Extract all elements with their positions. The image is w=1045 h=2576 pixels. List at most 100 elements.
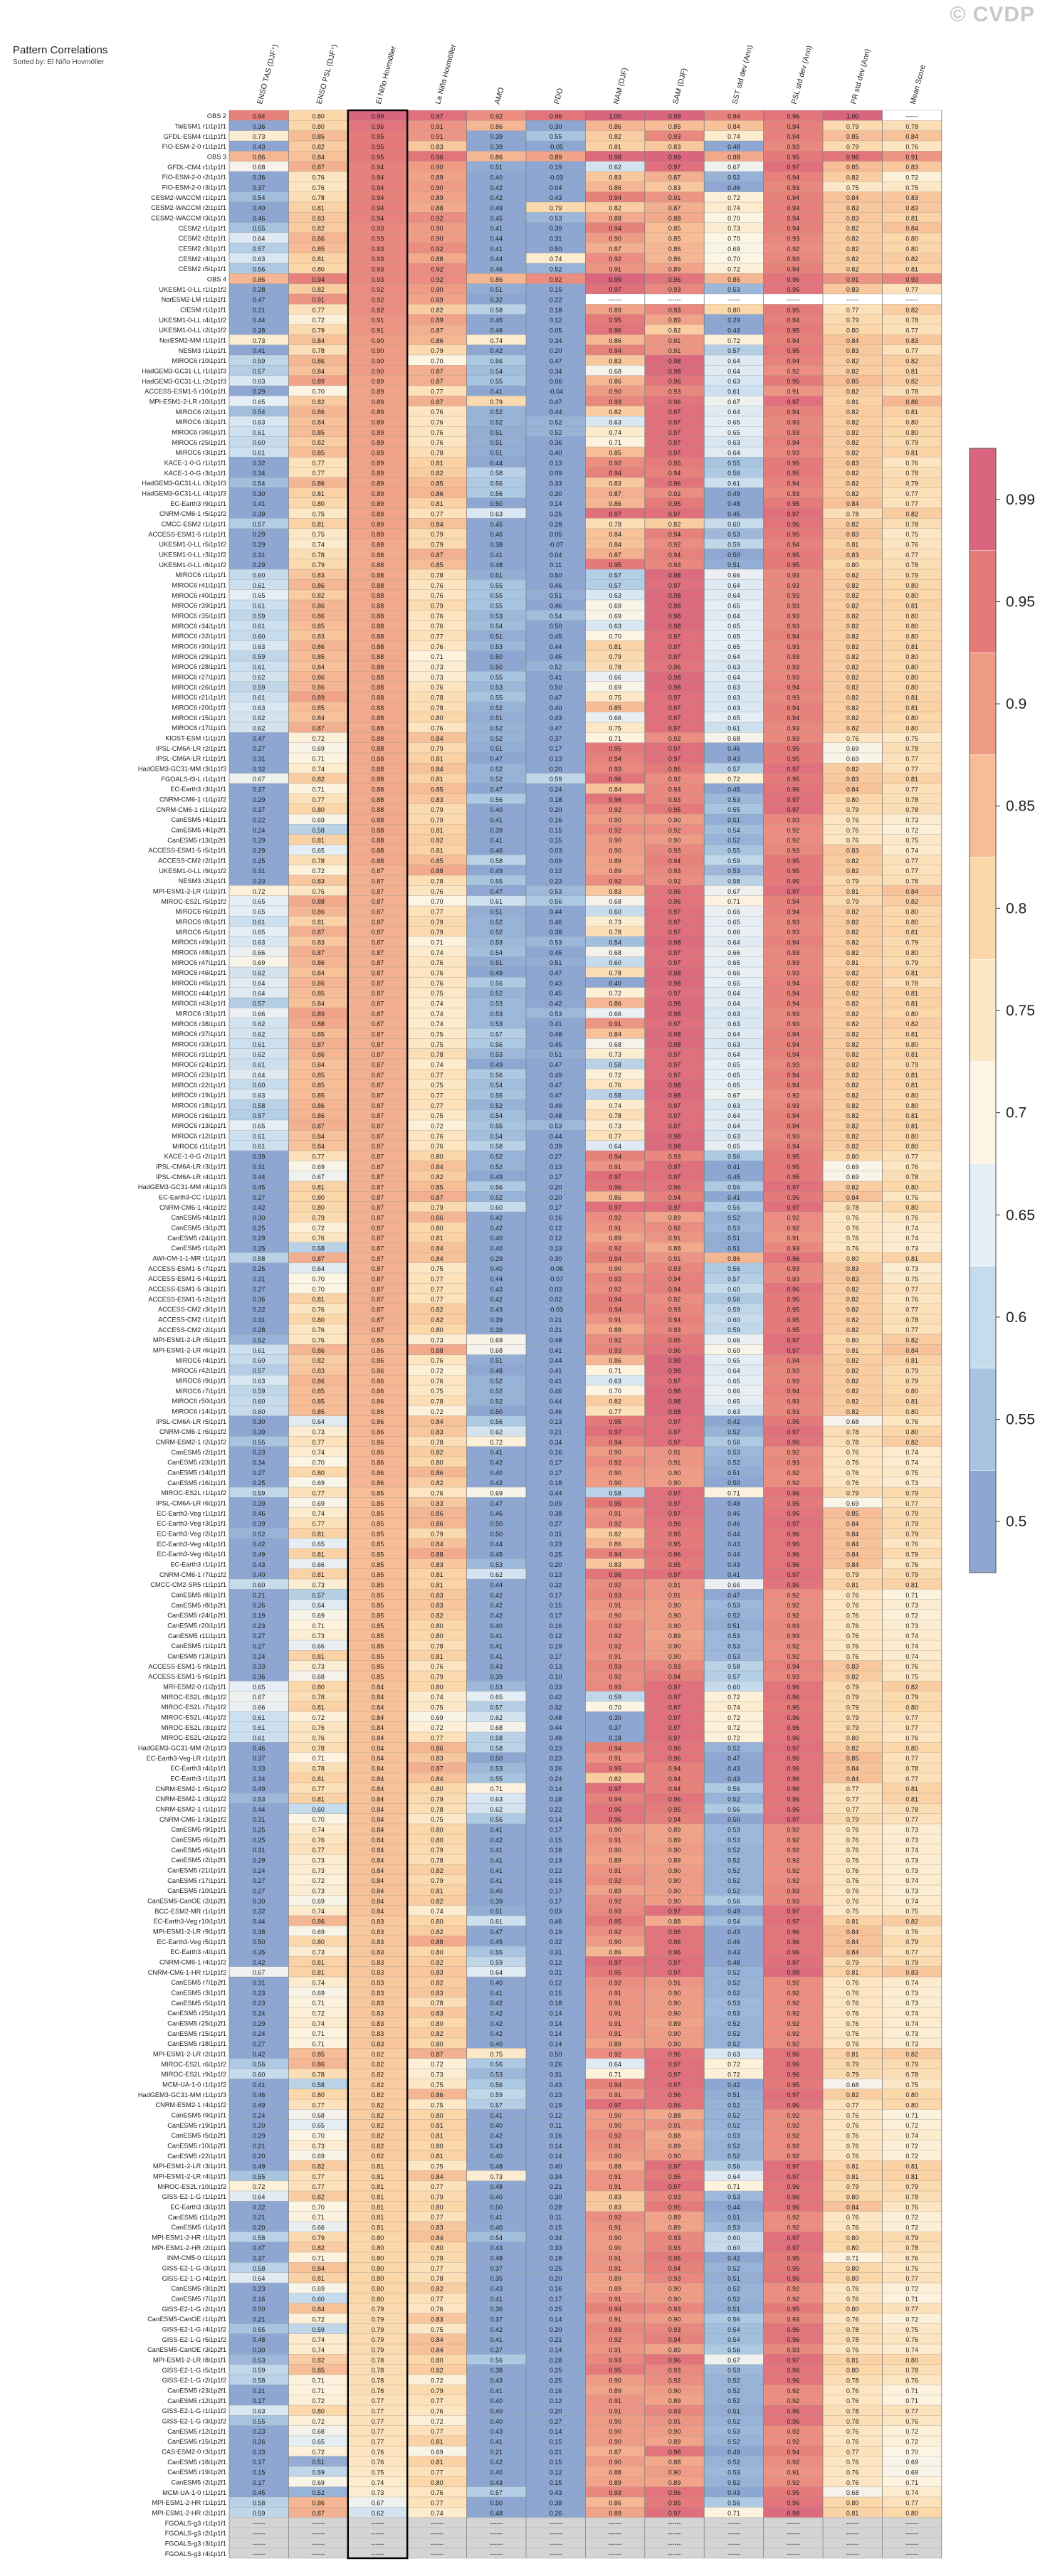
cell-value: 0.45 xyxy=(490,215,503,222)
cell-value: 0.69 xyxy=(312,1612,325,1619)
heatmap-cell xyxy=(763,518,823,529)
row-label: HadGEM3-GC31-LL r2i1p1f3 xyxy=(142,378,226,385)
cell-value: 0.38 xyxy=(550,929,562,936)
cell-value: 0.90 xyxy=(668,1990,681,1997)
cell-value: 0.59 xyxy=(253,1388,266,1395)
cell-value: 0.76 xyxy=(431,592,443,599)
cell-value: 0.82 xyxy=(846,174,859,181)
cell-value: 0.78 xyxy=(609,663,621,670)
cell-value: 0.75 xyxy=(312,531,325,538)
cell-value: 0.84 xyxy=(905,1347,918,1354)
heatmap-cell xyxy=(823,365,883,376)
cell-value: 0.91 xyxy=(609,1867,621,1874)
heatmap-cell xyxy=(585,375,645,386)
heatmap-cell xyxy=(763,447,823,458)
heatmap-cell xyxy=(288,559,348,570)
cell-value: 0.81 xyxy=(846,1969,859,1976)
cell-value: 0.15 xyxy=(550,1602,562,1609)
row-label: ACCESS-ESM1-5 r4i1p1f1 xyxy=(148,1275,226,1282)
row-label: CNRM-CM6-1 r1i1p1f2 xyxy=(159,796,226,803)
cell-value: 0.90 xyxy=(609,1479,621,1487)
row-label: EC-Earth3-Veg r4i1p1f1 xyxy=(157,1541,226,1548)
cell-value: 0.90 xyxy=(372,357,384,364)
cell-value: 0.58 xyxy=(609,1061,621,1068)
heatmap-cell xyxy=(704,640,764,651)
cell-value: 0.96 xyxy=(787,1928,800,1936)
cell-value: 0.22 xyxy=(253,1306,266,1313)
cell-value: 0.91 xyxy=(609,265,621,273)
heatmap-cell xyxy=(466,314,526,325)
heatmap-cell xyxy=(644,681,705,692)
cell-value: 0.74 xyxy=(431,1000,443,1007)
cell-value: 0.92 xyxy=(372,307,384,314)
row-label: EC-Earth3-Veg r5i1p1f1 xyxy=(157,1938,226,1946)
cell-value: 0.81 xyxy=(431,755,443,762)
heatmap-cell xyxy=(407,355,467,366)
cell-value: 0.52 xyxy=(490,929,503,936)
cell-value: 0.93 xyxy=(787,623,800,630)
cell-value: 0.88 xyxy=(372,674,384,681)
cell-value: 0.24 xyxy=(253,2010,266,2017)
cell-value: 0.50 xyxy=(490,1531,503,1538)
cell-value: 0.14 xyxy=(550,2020,562,2027)
cell-value: 0.46 xyxy=(490,265,503,273)
cell-value: 0.83 xyxy=(431,1755,443,1762)
cell-value: 0.85 xyxy=(372,1500,384,1507)
cell-value: 0.52 xyxy=(490,776,503,783)
cell-value: 0.80 xyxy=(846,1255,859,1262)
cell-value: 0.42 xyxy=(490,1602,503,1609)
row-label: CanESM5 r25i1p2f1 xyxy=(167,2020,226,2027)
cell-value: 0.97 xyxy=(609,1204,621,1211)
heatmap-cell xyxy=(585,283,645,295)
heatmap-cell xyxy=(644,386,705,396)
cell-value: 0.22 xyxy=(253,816,266,823)
cell-value: 0.65 xyxy=(253,929,266,936)
cell-value: 0.69 xyxy=(846,1173,859,1181)
cell-value: 0.93 xyxy=(787,816,800,823)
heatmap-cell xyxy=(585,569,645,580)
cell-value: 0.84 xyxy=(372,1826,384,1833)
cell-value: 0.64 xyxy=(728,939,740,946)
cell-value: 0.79 xyxy=(846,2071,859,2078)
cell-value: 0.85 xyxy=(372,1622,384,1630)
cell-value: 0.22 xyxy=(550,296,562,303)
cell-value: 0.91 xyxy=(668,194,681,201)
cell-value: 0.74 xyxy=(905,1979,918,1986)
cell-value: 0.45 xyxy=(728,1173,740,1181)
cell-value: 0.56 xyxy=(490,1816,503,1823)
cell-value: 0.86 xyxy=(312,908,325,915)
cell-value: 0.55 xyxy=(728,806,740,813)
heatmap-cell xyxy=(823,243,883,253)
cell-value: 0.80 xyxy=(846,561,859,569)
cell-value: 0.64 xyxy=(728,592,740,599)
row-label: MIROC6 r6i1p1f1 xyxy=(176,908,227,915)
cell-value: 0.61 xyxy=(253,1734,266,1741)
heatmap-cell xyxy=(466,171,526,182)
cell-value: 0.88 xyxy=(372,796,384,803)
cell-value: 0.77 xyxy=(312,1489,325,1496)
heatmap-cell xyxy=(347,569,408,580)
cell-value: 0.85 xyxy=(431,857,443,865)
heatmap-cell xyxy=(763,324,823,335)
cell-value: 0.94 xyxy=(668,1816,681,1823)
cell-value: 0.73 xyxy=(431,2071,443,2078)
cell-value: 0.96 xyxy=(609,1816,621,1823)
heatmap-cell xyxy=(229,508,289,519)
cell-value: 0.76 xyxy=(846,1469,859,1477)
cell-value: 0.97 xyxy=(668,990,681,997)
cell-value: 0.03 xyxy=(550,1286,562,1293)
cell-value: 0.94 xyxy=(787,133,800,140)
row-label: KACE-1-0-G r2i1p1f1 xyxy=(164,1153,226,1160)
row-label: MIROC-ES2L r9i1p1f2 xyxy=(161,2071,226,2078)
cell-value: 0.42 xyxy=(490,2000,503,2007)
cell-value: 0.89 xyxy=(668,1632,681,1640)
cell-value: 0.52 xyxy=(550,663,562,670)
cell-value: 0.50 xyxy=(728,1816,740,1823)
cell-value: 0.53 xyxy=(728,1653,740,1660)
column-header: PSL std dev (Ann) xyxy=(790,45,814,105)
cell-value: 0.46 xyxy=(728,1938,740,1946)
cell-value: 0.60 xyxy=(253,1398,266,1405)
heatmap-cell xyxy=(407,130,467,142)
cell-value: 0.65 xyxy=(728,1061,740,1068)
cell-value: 0.64 xyxy=(253,1072,266,1079)
